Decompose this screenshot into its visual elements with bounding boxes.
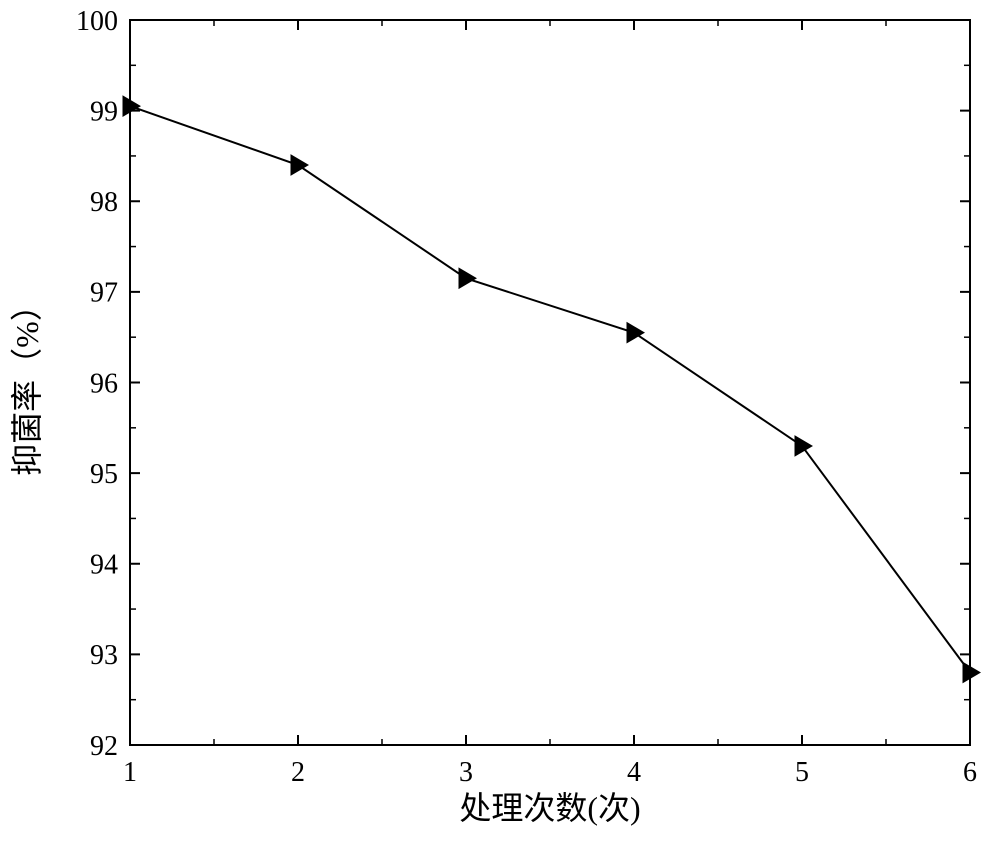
x-tick-label: 5 xyxy=(795,757,809,788)
x-tick-label: 1 xyxy=(123,757,137,788)
chart-svg: 1 2 3 4 5 6 92 93 94 95 96 97 98 99 100 处理次数(次) 抑菌率（%） xyxy=(0,0,1000,841)
y-tick-label: 93 xyxy=(90,640,118,671)
chart-container: 1 2 3 4 5 6 92 93 94 95 96 97 98 99 100 处理次数(次) 抑菌率（%） xyxy=(0,0,1000,841)
y-tick-label: 99 xyxy=(90,96,118,127)
x-tick-label: 6 xyxy=(963,757,977,788)
y-tick-label: 98 xyxy=(90,187,118,218)
y-tick-label: 96 xyxy=(90,368,118,399)
x-tick-label: 3 xyxy=(459,757,473,788)
y-tick-label: 94 xyxy=(90,550,118,581)
y-tick-label: 100 xyxy=(76,6,118,37)
y-tick-label: 95 xyxy=(90,459,118,490)
y-tick-label: 92 xyxy=(90,731,118,762)
x-axis-label: 处理次数(次) xyxy=(459,790,640,826)
x-tick-label: 2 xyxy=(291,757,305,788)
y-axis-label: 抑菌率（%） xyxy=(9,289,45,476)
y-tick-label: 97 xyxy=(90,278,118,309)
x-tick-label: 4 xyxy=(627,757,641,788)
